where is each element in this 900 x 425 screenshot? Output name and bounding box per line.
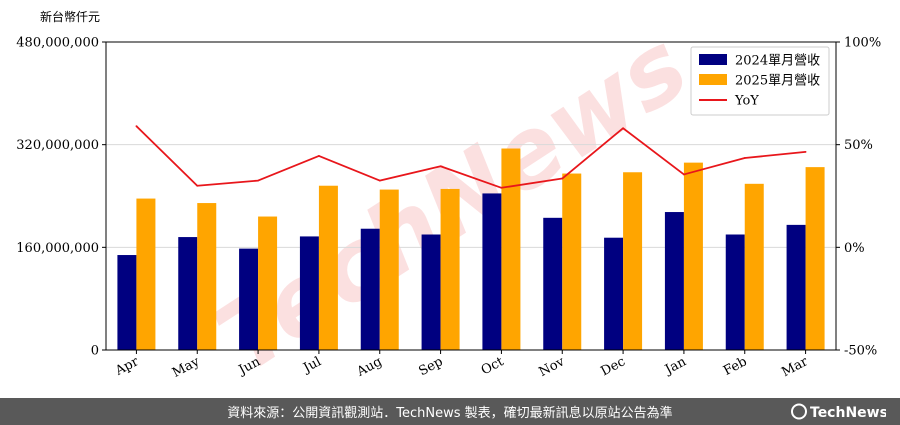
footer-bar: 資料來源：公開資訊觀測站．TechNews 製表，確切最新訊息以原站公告為準 T… (0, 398, 900, 425)
legend: 2024單月營收 2025單月營收 YoY (690, 46, 830, 116)
bar-2024-jun (239, 248, 259, 350)
plot-frame (105, 41, 837, 351)
yoy-line (135, 125, 806, 189)
legend-label: 2024單月營收 (735, 54, 820, 69)
technews-logo: TechNews (791, 403, 886, 421)
x-tick-label: Mar (779, 354, 811, 380)
yoy-point-mar (804, 150, 807, 153)
bar-2025-mar (805, 167, 825, 350)
bar-2024-may (178, 237, 198, 350)
chart: TechNews 0160,000,000320,000,000480,000,… (16, 9, 881, 395)
bar-2024-oct (482, 193, 502, 350)
bar-2025-dec (623, 172, 643, 350)
yoy-point-apr (135, 125, 138, 128)
legend-swatch (699, 74, 727, 85)
bar-2024-jul (299, 236, 319, 350)
bar-2025-oct (501, 148, 521, 350)
y-right-tick-label: 0% (844, 241, 865, 256)
y-right-tick-label: 100% (844, 36, 881, 51)
yoy-point-jul (318, 155, 320, 157)
yoy-point-nov (561, 177, 564, 180)
bar-2024-dec (604, 237, 624, 350)
bar-2024-sep (421, 234, 441, 350)
x-tick-label: Sep (416, 354, 445, 379)
y-right-tick-label: -50% (844, 344, 877, 359)
yoy-point-oct (500, 186, 503, 189)
yoy-point-dec (622, 127, 624, 130)
bar-2024-mar (786, 224, 806, 350)
x-tick-label: Apr (112, 354, 142, 379)
legend-swatch (699, 54, 727, 65)
y-left-tick-label: 480,000,000 (16, 36, 99, 51)
x-tick-label: Oct (479, 354, 507, 378)
y-axis-unit-label: 新台幣仟元 (40, 9, 100, 24)
x-tick-label: Jan (661, 354, 689, 378)
yoy-point-jan (683, 173, 685, 176)
bar-2025-may (197, 203, 217, 350)
yoy-line-series (135, 125, 807, 189)
yoy-point-jun (257, 179, 259, 182)
yoy-point-aug (378, 179, 381, 182)
bar-2025-nov (562, 173, 582, 350)
y-left-tick-label: 160,000,000 (16, 241, 99, 256)
bar-2024-aug (360, 228, 380, 350)
x-tick-label: Nov (537, 354, 568, 380)
logo-wordmark: TechNews (810, 405, 886, 421)
y-left-tick-label: 320,000,000 (16, 138, 99, 153)
bar-2025-aug (379, 189, 399, 350)
y-left-tick-label: 0 (91, 344, 99, 359)
footer-source-text: 資料來源：公開資訊觀測站．TechNews 製表，確切最新訊息以原站公告為準 (227, 406, 673, 421)
x-tick-label: Aug (354, 354, 385, 380)
bar-2025-feb (744, 183, 764, 350)
y-right-tick-label: 50% (844, 138, 873, 153)
yoy-point-may (196, 184, 199, 187)
bar-2025-jul (318, 185, 338, 350)
bar-2024-nov (543, 217, 563, 350)
x-tick-label: May (170, 354, 203, 381)
yoy-point-feb (743, 157, 746, 159)
bar-2025-jun (258, 216, 278, 350)
bar-2024-jan (664, 212, 684, 350)
bar-2025-jan (683, 162, 703, 350)
bar-2024-feb (725, 234, 745, 350)
x-tick-label: Feb (721, 354, 750, 379)
bar-2024-apr (117, 255, 137, 350)
legend-label: YoY (734, 94, 759, 109)
logo-mark-icon (791, 403, 807, 420)
bar-2025-apr (136, 198, 156, 350)
bar-marks (117, 148, 825, 350)
yoy-point-sep (439, 165, 442, 168)
legend-label: 2025單月營收 (735, 74, 820, 89)
x-tick-label: Dec (598, 354, 627, 379)
bar-2025-sep (440, 188, 460, 350)
